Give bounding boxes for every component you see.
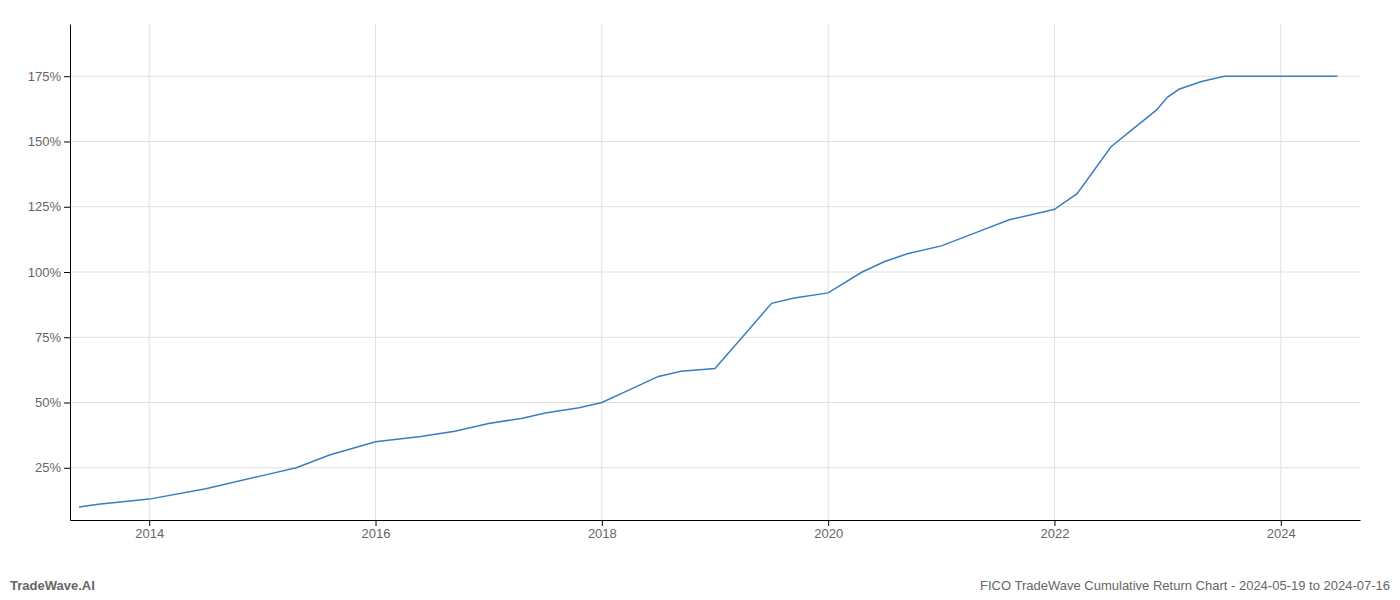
x-tick: 2022: [1041, 520, 1070, 541]
grid-line-y: [70, 467, 1360, 468]
tick-mark: [64, 337, 70, 338]
tick-label: 25%: [35, 460, 61, 475]
marks: [79, 76, 1337, 507]
tick-label: 175%: [28, 69, 62, 84]
chart: 2014 2016 2018 2020 2022 2024 25% 50% 75% 100% 125…: [0, 0, 1400, 600]
grid-line-y: [70, 337, 1360, 338]
tick-label: 2020: [814, 526, 843, 541]
grid-line-y: [70, 141, 1360, 142]
tick-mark: [602, 520, 603, 526]
tick-mark: [149, 520, 150, 526]
tick-label: 2014: [135, 526, 164, 541]
y-tick: 125%: [28, 199, 70, 214]
tick-mark: [828, 520, 829, 526]
x-tick: 2018: [588, 520, 617, 541]
footer-right: FICO TradeWave Cumulative Return Chart -…: [980, 578, 1390, 593]
x-axis: 2014 2016 2018 2020 2022 2024: [71, 520, 1361, 541]
plot: 2014 2016 2018 2020 2022 2024 25% 50% 75% 100% 125…: [28, 24, 1361, 541]
tick-mark: [64, 207, 70, 208]
x-tick: 2020: [814, 520, 843, 541]
x-tick: 2014: [135, 520, 164, 541]
grid-line-y: [70, 206, 1360, 207]
tick-mark: [64, 403, 70, 404]
tick-label: 2018: [588, 526, 617, 541]
grid-line-y: [70, 272, 1360, 273]
grid-line-y: [70, 402, 1360, 403]
tick-mark: [1054, 520, 1055, 526]
x-tick: 2016: [362, 520, 391, 541]
tick-label: 75%: [35, 330, 61, 345]
axis-line: [71, 520, 1361, 521]
y-tick: 25%: [35, 460, 70, 475]
y-tick: 175%: [28, 69, 70, 84]
y-tick: 150%: [28, 134, 70, 149]
tick-mark: [64, 76, 70, 77]
y-tick: 50%: [35, 395, 70, 410]
tick-label: 2016: [362, 526, 391, 541]
grid: [70, 24, 1360, 520]
tick-label: 100%: [28, 265, 62, 280]
tick-label: 150%: [28, 134, 62, 149]
axis-line: [70, 25, 71, 521]
tick-label: 125%: [28, 199, 62, 214]
y-tick: 100%: [28, 265, 70, 280]
y-axis: 25% 50% 75% 100% 125% 150% 175%: [28, 25, 71, 521]
tick-mark: [64, 272, 70, 273]
tick-label: 2022: [1041, 526, 1070, 541]
tick-label: 2024: [1267, 526, 1296, 541]
y-tick: 75%: [35, 330, 70, 345]
tick-mark: [64, 141, 70, 142]
tick-mark: [64, 468, 70, 469]
line: [79, 76, 1337, 507]
x-tick: 2024: [1267, 520, 1296, 541]
grid-line-y: [70, 76, 1360, 77]
tick-label: 50%: [35, 395, 61, 410]
footer-left: TradeWave.AI: [10, 578, 95, 593]
tick-mark: [1281, 520, 1282, 526]
tick-mark: [376, 520, 377, 526]
